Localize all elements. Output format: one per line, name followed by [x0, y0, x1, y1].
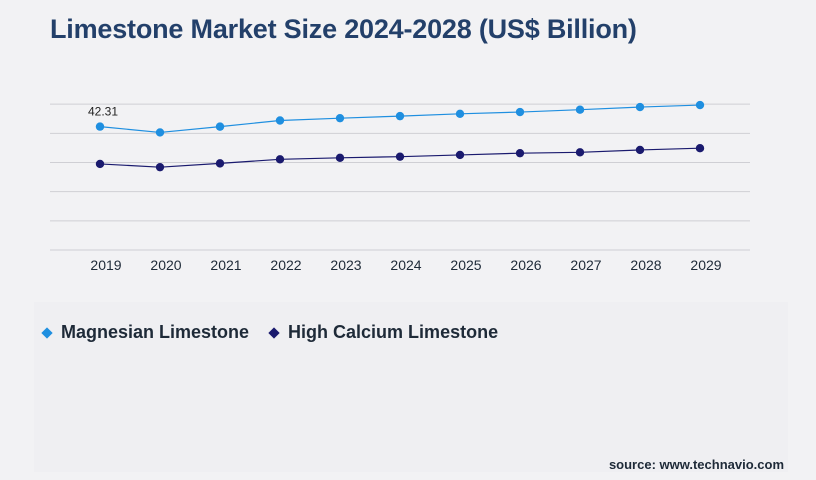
- legend: Magnesian Limestone High Calcium Limesto…: [40, 322, 516, 343]
- legend-item-magnesian[interactable]: Magnesian Limestone: [40, 322, 249, 343]
- legend-label-high-calcium: High Calcium Limestone: [288, 322, 499, 342]
- legend-label-magnesian: Magnesian Limestone: [61, 322, 250, 342]
- x-tick-label-2020: 2020: [150, 257, 181, 273]
- data-point-s1-2021[interactable]: [215, 159, 225, 168]
- legend-marker-high-calcium: [268, 326, 280, 339]
- x-tick-label-2029: 2029: [690, 257, 721, 273]
- data-point-s1-2024[interactable]: [395, 152, 405, 161]
- x-tick-label-2023: 2023: [330, 257, 361, 273]
- legend-marker-magnesian: [41, 326, 53, 339]
- data-labels: 42.31: [88, 105, 118, 119]
- data-point-s0-2027[interactable]: [575, 105, 585, 114]
- legend-panel-background: [34, 302, 788, 472]
- data-point-s1-2028[interactable]: [635, 145, 645, 155]
- line-chart: 42.31 2019 2020 2021 2022 2023 2024 2025 2026 20…: [50, 100, 750, 273]
- x-tick-label-2021: 2021: [210, 257, 241, 273]
- x-tick-label-2024: 2024: [390, 257, 421, 273]
- data-point-s0-2023[interactable]: [335, 113, 345, 123]
- data-point-s1-2022[interactable]: [275, 155, 285, 164]
- data-point-s0-2022[interactable]: [275, 116, 285, 125]
- data-label-0: 42.31: [88, 105, 118, 119]
- source-credit: source: www.technavio.com: [608, 457, 784, 472]
- data-point-s0-2020[interactable]: [155, 128, 165, 137]
- x-tick-label-2026: 2026: [510, 257, 541, 273]
- data-point-s0-2019[interactable]: [95, 122, 105, 131]
- legend-item-high-calcium[interactable]: High Calcium Limestone: [267, 322, 498, 343]
- data-point-s1-2026[interactable]: [515, 148, 525, 158]
- x-tick-label-2025: 2025: [450, 257, 481, 273]
- x-tick-label-2028: 2028: [630, 257, 661, 273]
- data-point-s1-2027[interactable]: [575, 148, 585, 157]
- data-point-s0-2026[interactable]: [515, 107, 525, 117]
- gridlines: [50, 103, 750, 251]
- data-point-s1-2020[interactable]: [155, 162, 165, 172]
- data-point-s1-2019[interactable]: [95, 159, 105, 169]
- data-point-s0-2021[interactable]: [215, 122, 225, 131]
- x-axis-ticks: 2019 2020 2021 2022 2023 2024 2025 2026 2027 2028…: [90, 257, 721, 273]
- x-tick-label-2019: 2019: [90, 257, 121, 273]
- x-tick-label-2022: 2022: [270, 257, 301, 273]
- data-point-s0-2024[interactable]: [395, 111, 405, 121]
- data-point-s0-2025[interactable]: [455, 109, 465, 118]
- data-point-s1-2029[interactable]: [695, 144, 705, 153]
- series-layer: [95, 100, 705, 172]
- data-point-s1-2025[interactable]: [455, 150, 465, 160]
- x-tick-label-2027: 2027: [570, 257, 601, 273]
- data-point-s0-2028[interactable]: [635, 102, 645, 112]
- chart-title: Limestone Market Size 2024-2028 (US$ Bil…: [50, 14, 637, 44]
- data-point-s1-2023[interactable]: [335, 153, 345, 163]
- data-point-s0-2029[interactable]: [695, 100, 705, 110]
